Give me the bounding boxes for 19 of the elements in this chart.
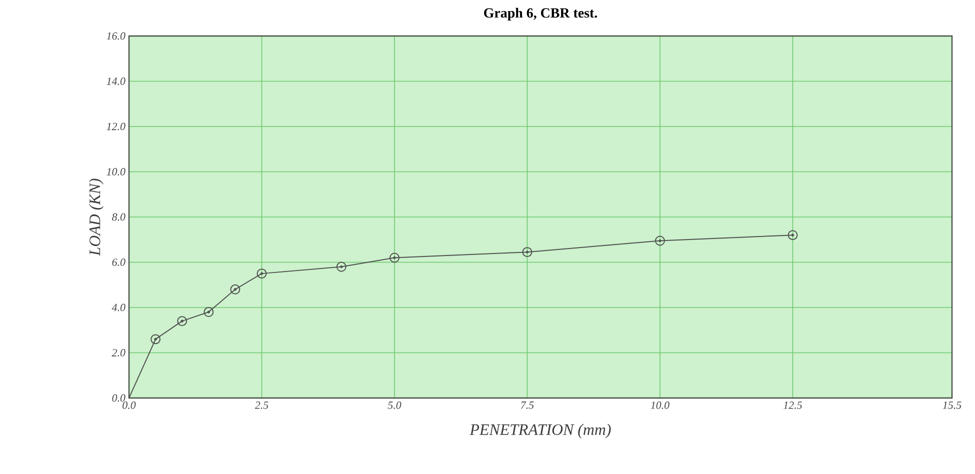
y-tick-label: 12.0 <box>106 122 126 130</box>
y-tick-label: 2.0 <box>112 349 126 356</box>
y-tick-label: 6.0 <box>112 258 126 266</box>
y-tick-label: 16.0 <box>106 32 126 40</box>
x-tick-label: 0.0 <box>122 402 136 409</box>
y-axis-title: LOAD (KN) <box>89 178 104 256</box>
chart-title: Graph 6, CBR test. <box>484 8 598 20</box>
x-tick-label: 5.0 <box>388 402 402 409</box>
x-tick-label: 7.5 <box>521 402 534 409</box>
x-tick-label: 12.5 <box>784 402 802 409</box>
y-tick-label: 8.0 <box>112 213 126 221</box>
x-tick-label: 2.5 <box>254 402 268 409</box>
x-tick-label: 15.5 <box>942 402 962 409</box>
y-tick-label: 0.0 <box>112 394 126 402</box>
y-tick-label: 4.0 <box>112 304 126 312</box>
y-tick-label: 10.0 <box>106 168 126 176</box>
x-axis-title: PENETRATION (mm) <box>470 424 611 438</box>
x-tick-label: 10.0 <box>650 402 670 409</box>
y-tick-label: 14.0 <box>106 78 126 85</box>
